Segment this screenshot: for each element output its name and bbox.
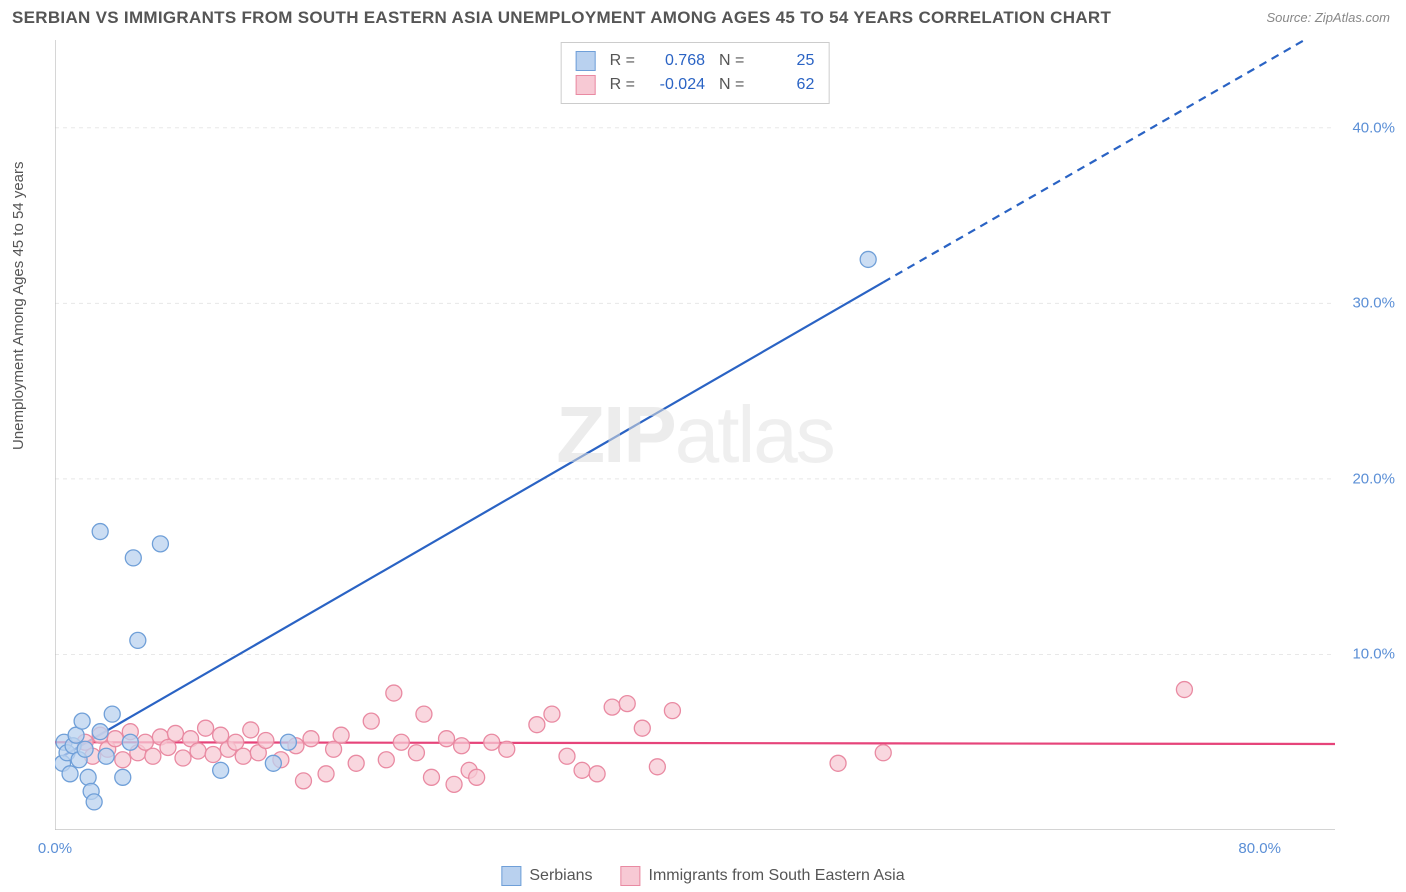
legend-label-serbians: Serbians	[529, 867, 592, 885]
legend-swatch-immigrants	[621, 866, 641, 886]
y-tick-label: 30.0%	[1345, 295, 1395, 312]
n-label: N =	[719, 52, 744, 70]
legend-item-immigrants: Immigrants from South Eastern Asia	[621, 866, 905, 886]
x-tick-label: 80.0%	[1238, 840, 1281, 857]
n-value-immigrants: 62	[758, 76, 814, 94]
y-tick-label: 20.0%	[1345, 470, 1395, 487]
r-value-serbians: 0.768	[649, 52, 705, 70]
legend-label-immigrants: Immigrants from South Eastern Asia	[649, 867, 905, 885]
y-axis-label: Unemployment Among Ages 45 to 54 years	[10, 161, 27, 450]
legend-swatch-serbians	[501, 866, 521, 886]
plot-area: ZIPatlas R = 0.768 N = 25 R = -0.024 N =…	[55, 40, 1335, 830]
correlation-stats-box: R = 0.768 N = 25 R = -0.024 N = 62	[561, 42, 830, 104]
n-label: N =	[719, 76, 744, 94]
x-origin-label: 0.0%	[38, 840, 72, 857]
scatter-plot-svg	[55, 40, 1335, 830]
swatch-immigrants	[576, 75, 596, 95]
stats-row-serbians: R = 0.768 N = 25	[576, 49, 815, 73]
legend-item-serbians: Serbians	[501, 866, 592, 886]
bottom-legend: Serbians Immigrants from South Eastern A…	[501, 866, 904, 886]
y-tick-label: 10.0%	[1345, 646, 1395, 663]
r-label: R =	[610, 76, 635, 94]
swatch-serbians	[576, 51, 596, 71]
source-attribution: Source: ZipAtlas.com	[1266, 10, 1390, 25]
r-label: R =	[610, 52, 635, 70]
chart-title: SERBIAN VS IMMIGRANTS FROM SOUTH EASTERN…	[12, 8, 1111, 28]
stats-row-immigrants: R = -0.024 N = 62	[576, 73, 815, 97]
chart-container: SERBIAN VS IMMIGRANTS FROM SOUTH EASTERN…	[0, 0, 1406, 892]
y-tick-label: 40.0%	[1345, 119, 1395, 136]
n-value-serbians: 25	[758, 52, 814, 70]
r-value-immigrants: -0.024	[649, 76, 705, 94]
